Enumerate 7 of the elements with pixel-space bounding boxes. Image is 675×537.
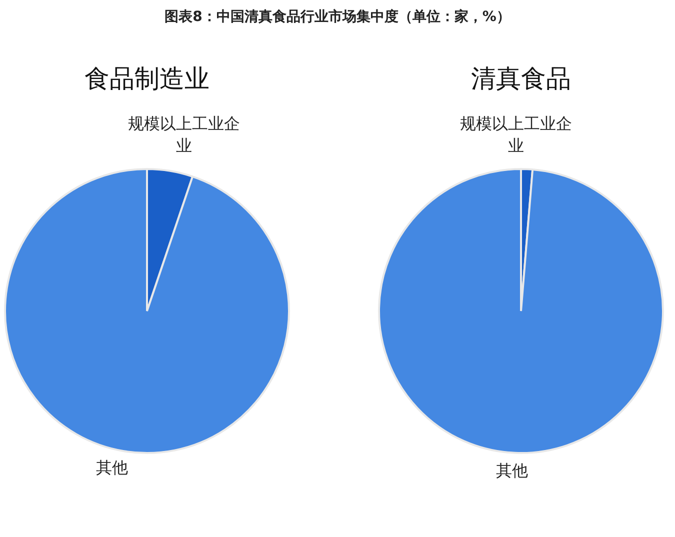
chart-title: 清真食品	[470, 63, 572, 95]
slice-label: 其他	[95, 457, 129, 479]
slice-label: 其他	[495, 460, 529, 482]
chart-title: 食品制造业	[84, 63, 210, 95]
slice-label: 规模以上工业企业	[128, 113, 240, 157]
text: 图表8：中国清真食品行业市场集中度（单位：家，%）	[164, 8, 512, 26]
slice-label: 规模以上工业企业	[460, 113, 572, 157]
